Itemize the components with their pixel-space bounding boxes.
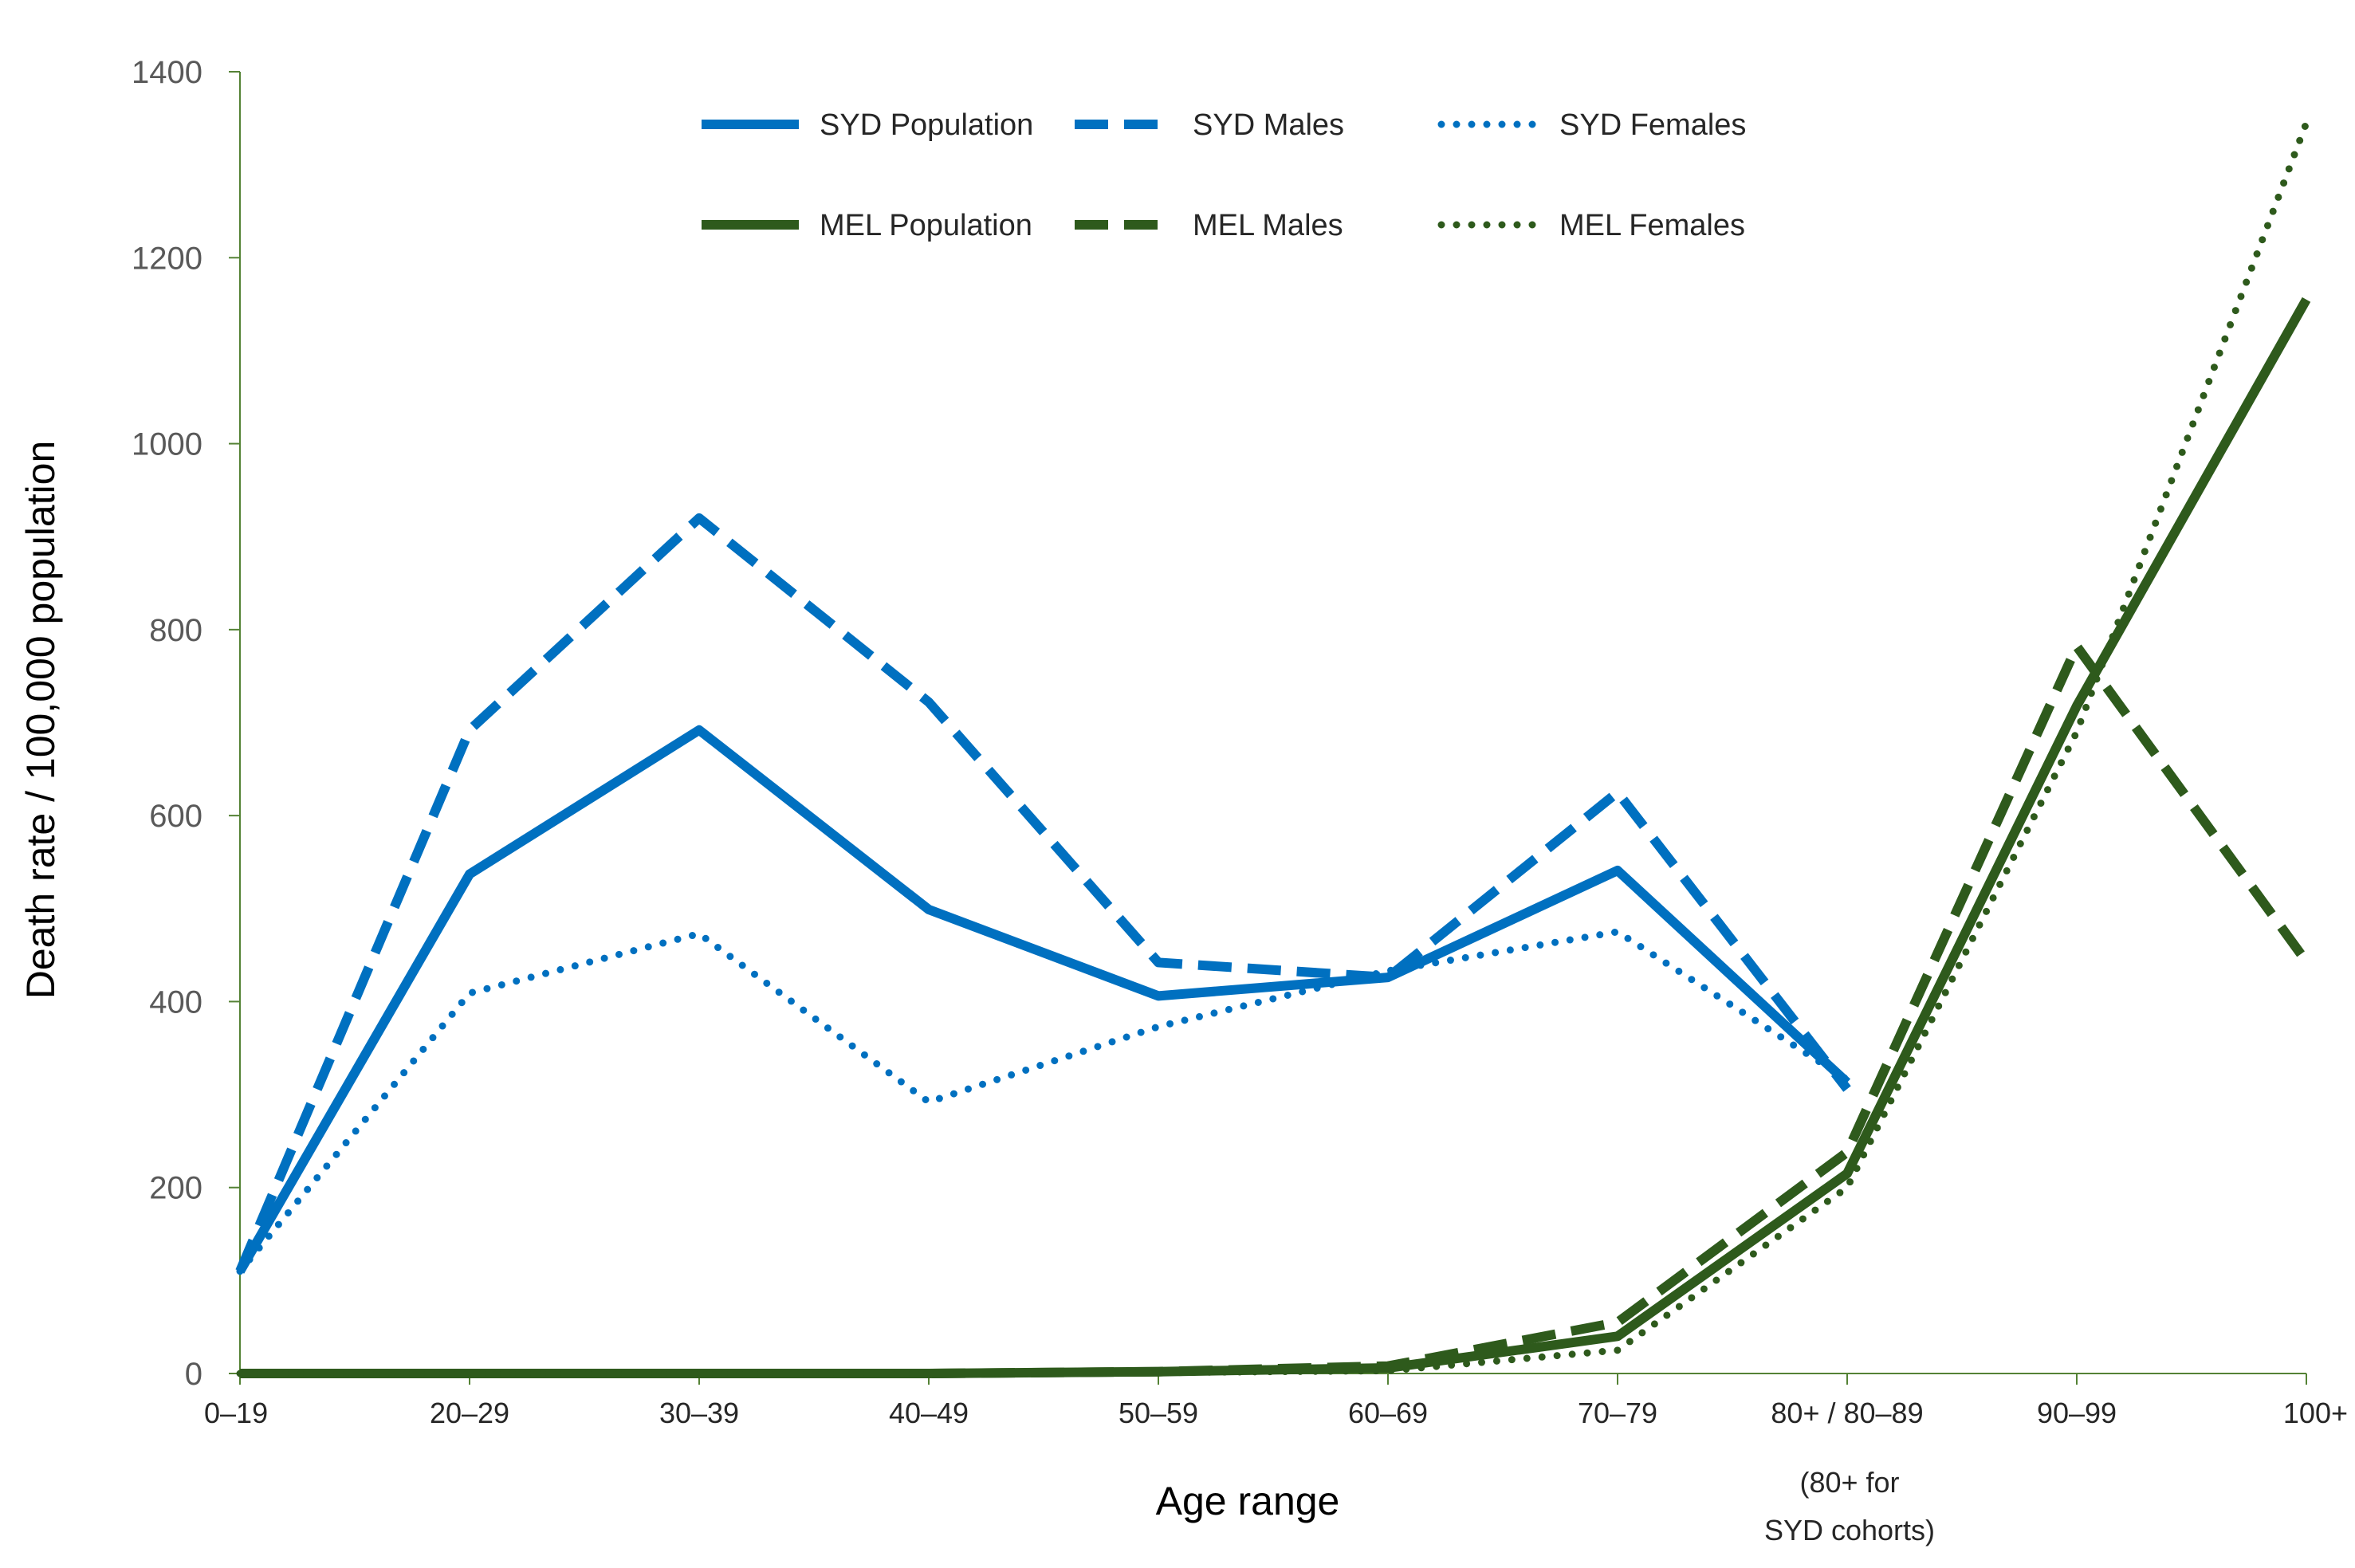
data-point-syd-males xyxy=(697,516,702,521)
data-point-mel-females xyxy=(2074,729,2079,734)
y-tick-label: 800 xyxy=(149,613,202,648)
data-point-mel-females xyxy=(1386,1369,1390,1373)
series-line-syd-males xyxy=(240,518,1847,1271)
data-point-mel-population xyxy=(2304,297,2309,302)
x-tick-label: 40–49 xyxy=(889,1397,969,1429)
data-point-syd-population xyxy=(697,728,702,733)
data-point-syd-females xyxy=(1156,1024,1161,1029)
x-tick-label: 60–69 xyxy=(1348,1397,1428,1429)
legend-label-mel-females: MEL Females xyxy=(1559,209,1745,242)
x-tick-label: 20–29 xyxy=(430,1397,509,1429)
series-group xyxy=(238,120,2309,1376)
x-tick-label: 30–39 xyxy=(659,1397,739,1429)
data-point-mel-males xyxy=(1845,1149,1850,1154)
x-category-note-line-2: SYD cohorts) xyxy=(1764,1514,1935,1546)
data-point-syd-females xyxy=(1845,1077,1850,1082)
y-axis-title: Death rate / 100,000 population xyxy=(18,441,63,1000)
data-point-mel-population xyxy=(2074,704,2079,709)
data-point-mel-females xyxy=(1845,1185,1850,1190)
legend-label-mel-males: MEL Males xyxy=(1193,209,1343,242)
data-point-syd-females xyxy=(238,1269,242,1274)
data-point-mel-females xyxy=(697,1371,702,1376)
y-tick-label: 400 xyxy=(149,984,202,1020)
data-point-syd-population xyxy=(1615,868,1620,873)
y-tick-label: 600 xyxy=(149,799,202,834)
data-point-syd-males xyxy=(1156,960,1161,965)
y-tick-label: 1400 xyxy=(132,55,202,90)
data-point-syd-females xyxy=(926,1099,931,1104)
y-tick-label: 1200 xyxy=(132,241,202,276)
legend: SYD Population SYD Males SYD Females MEL Po… xyxy=(702,108,1746,242)
data-point-syd-males xyxy=(467,728,472,733)
chart-container: 0 200 400 600 800 1000 1200 1400 0–19 20–29 30–39 4… xyxy=(0,0,2355,1568)
x-axis-title: Age range xyxy=(1156,1479,1340,1523)
data-point-mel-males xyxy=(1615,1320,1620,1325)
series-line-mel-males xyxy=(240,646,2306,1373)
series-line-mel-population xyxy=(240,300,2306,1373)
x-category-note-line-1: (80+ for xyxy=(1799,1466,1899,1499)
data-point-mel-population xyxy=(1845,1171,1850,1176)
data-point-syd-males xyxy=(926,700,931,705)
data-point-mel-females xyxy=(926,1371,931,1376)
legend-label-syd-females: SYD Females xyxy=(1559,108,1746,142)
x-tick-label: 50–59 xyxy=(1119,1397,1198,1429)
data-point-mel-population xyxy=(1615,1334,1620,1338)
legend-label-mel-population: MEL Population xyxy=(820,209,1032,242)
x-tick-label: 90–99 xyxy=(2037,1397,2117,1429)
data-point-syd-females xyxy=(697,931,702,936)
x-tick-label: 0–19 xyxy=(204,1397,268,1429)
data-point-mel-males xyxy=(2074,644,2079,649)
data-point-mel-males xyxy=(2304,959,2309,964)
data-point-syd-population xyxy=(926,907,931,912)
data-point-syd-males xyxy=(1386,975,1390,980)
data-point-syd-females xyxy=(1615,929,1620,934)
y-tick-label: 0 xyxy=(185,1357,202,1392)
data-point-syd-males xyxy=(1845,1087,1850,1091)
data-point-mel-females xyxy=(238,1371,242,1376)
legend-label-syd-males: SYD Males xyxy=(1193,108,1344,142)
legend-label-syd-population: SYD Population xyxy=(820,108,1033,142)
line-chart: 0 200 400 600 800 1000 1200 1400 0–19 20–29 30–39 4… xyxy=(0,0,2355,1568)
data-point-mel-females xyxy=(1156,1370,1161,1375)
series-line-syd-females xyxy=(240,932,1847,1271)
series-line-syd-population xyxy=(240,730,1847,1271)
series-line-mel-females xyxy=(240,123,2306,1373)
data-point-mel-females xyxy=(2304,120,2309,125)
data-point-mel-females xyxy=(1615,1348,1620,1353)
y-tick-label: 1000 xyxy=(132,427,202,462)
data-point-syd-population xyxy=(1156,993,1161,998)
data-point-mel-females xyxy=(467,1371,472,1376)
data-point-syd-males xyxy=(1615,790,1620,795)
y-tick-label: 200 xyxy=(149,1171,202,1206)
x-tick-label: 100+ xyxy=(2283,1397,2348,1429)
data-point-syd-females xyxy=(1386,969,1390,973)
x-tick-label: 70–79 xyxy=(1578,1397,1657,1429)
data-point-syd-females xyxy=(467,991,472,996)
data-point-syd-population xyxy=(467,872,472,877)
x-tick-label: 80+ / 80–89 xyxy=(1771,1397,1923,1429)
